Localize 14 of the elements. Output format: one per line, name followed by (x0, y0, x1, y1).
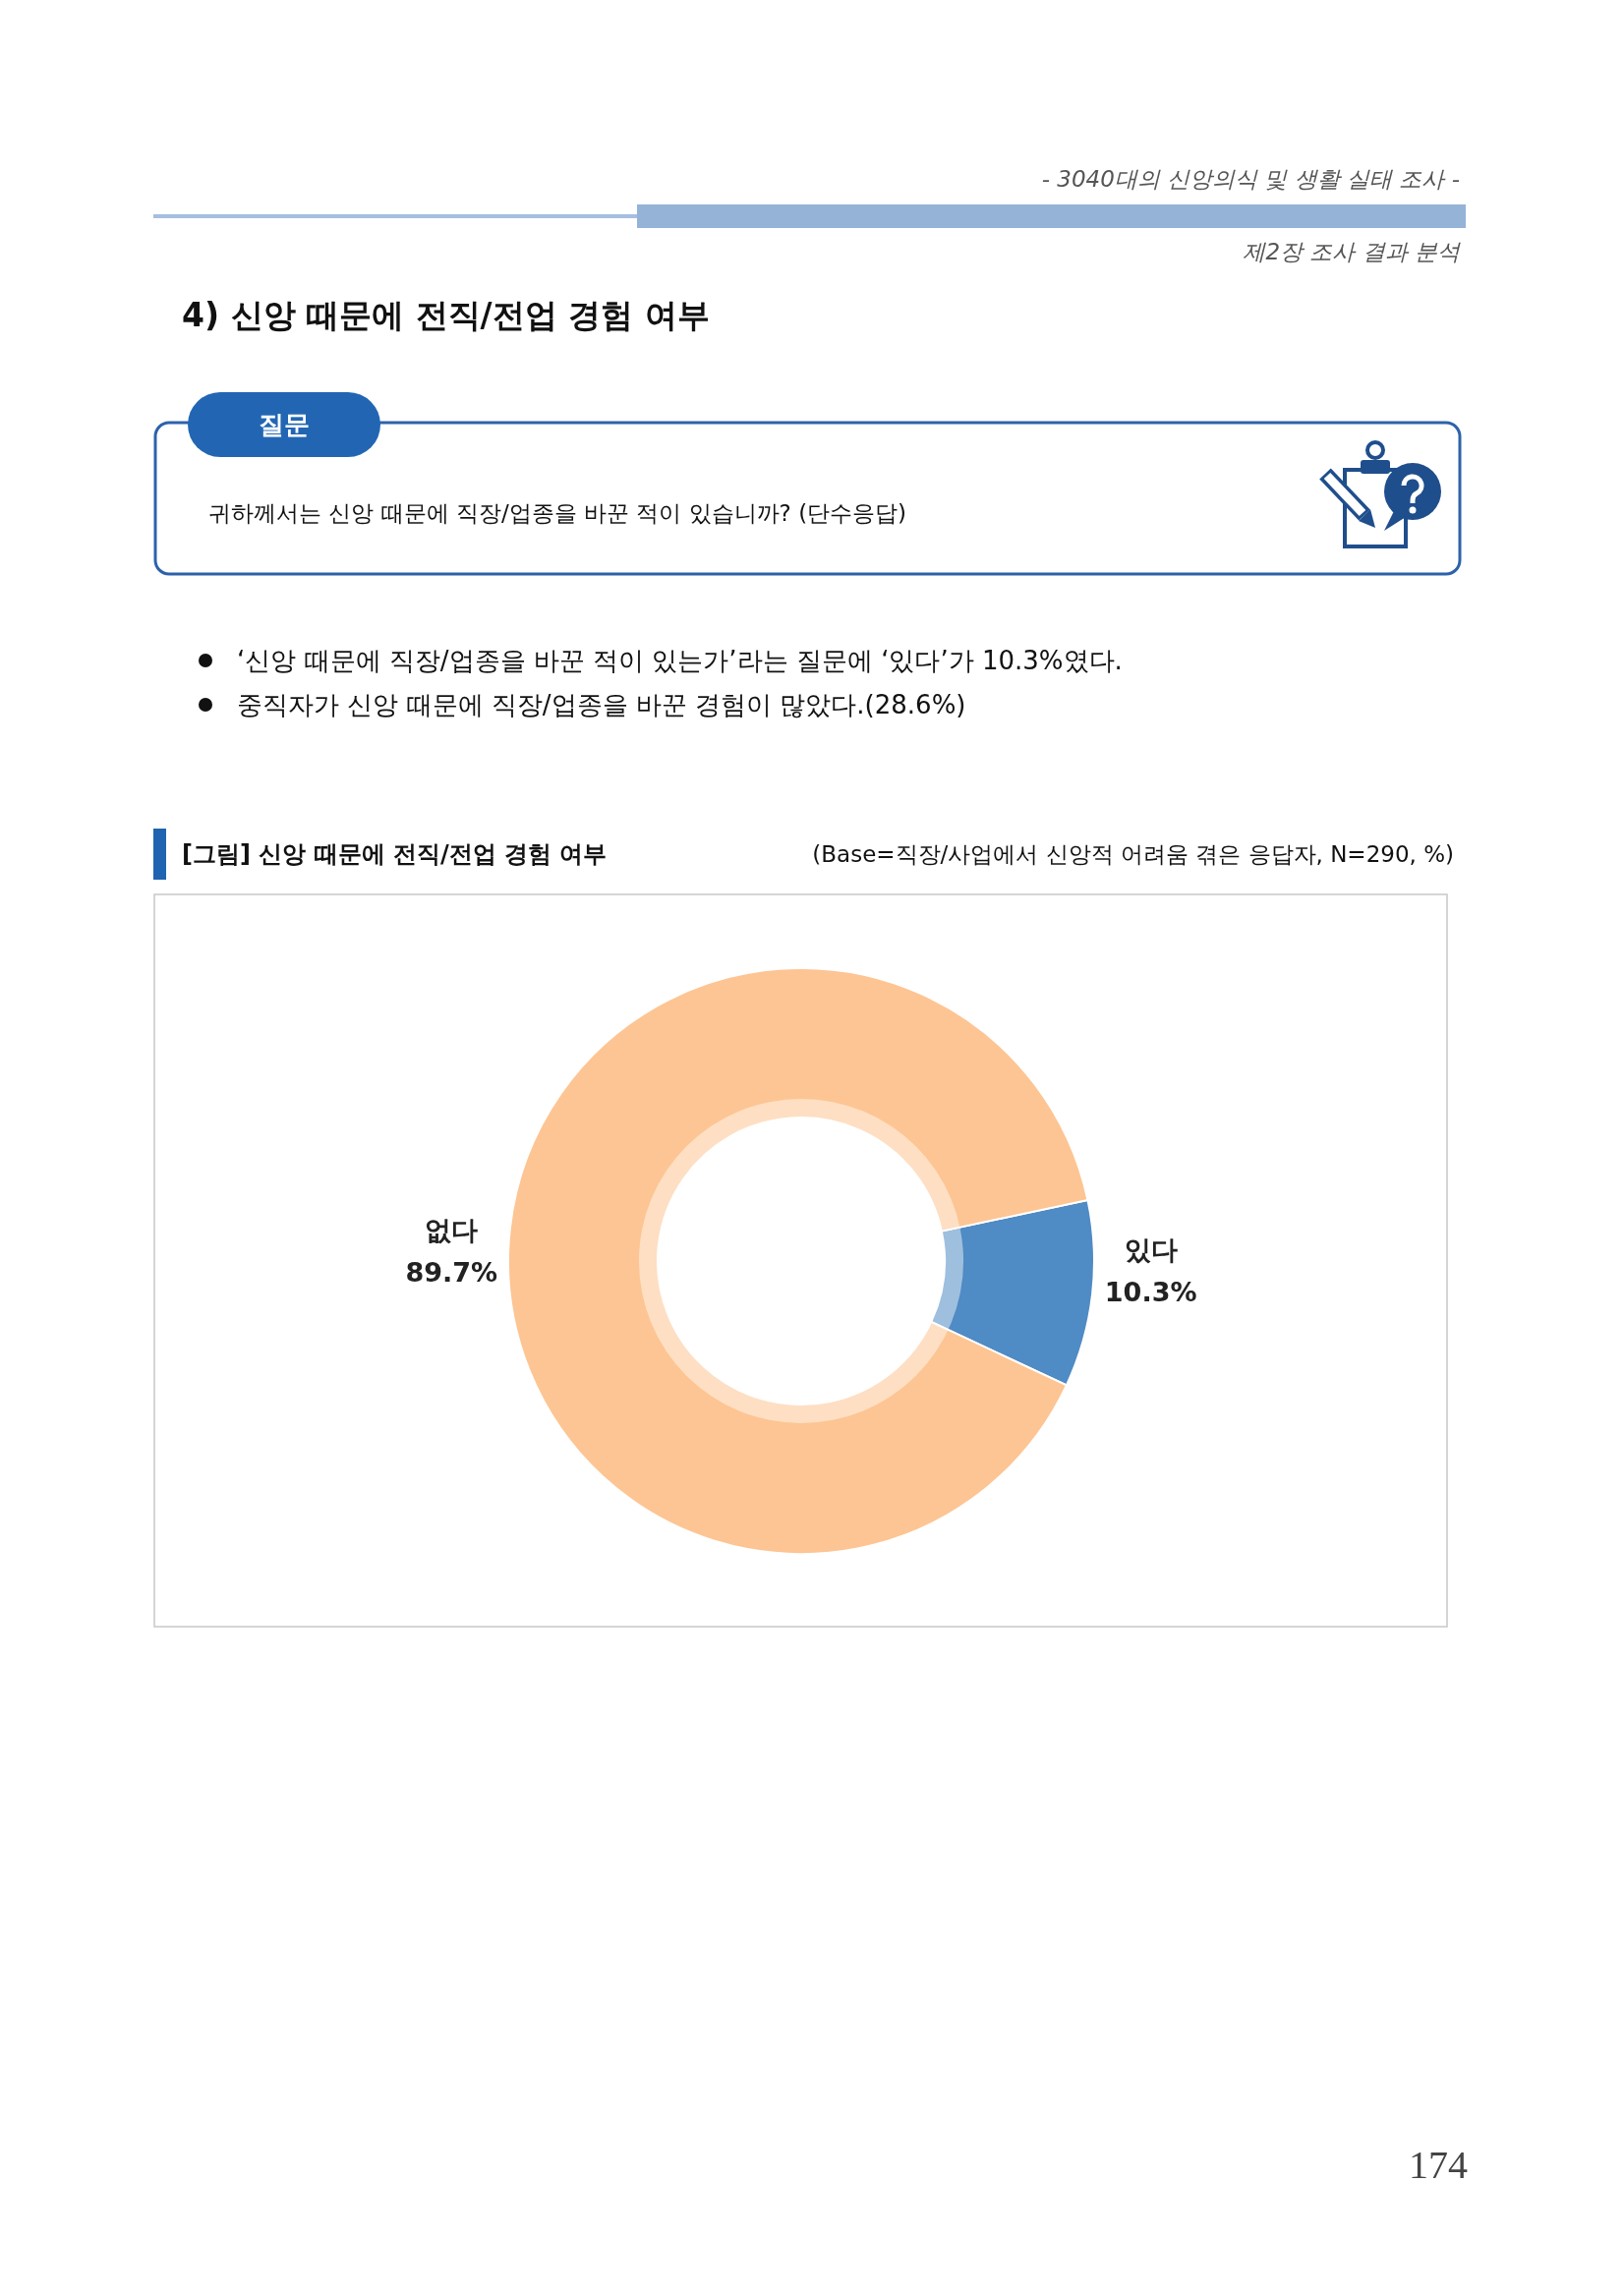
data-label: 10.3% (1104, 1277, 1197, 1308)
slice-label: 없다 (425, 1214, 479, 1245)
chart-title: [그림] 신앙 때문에 전직/전업 경험 여부 (182, 840, 608, 868)
chart-subtitle: (Base=직장/사업에서 신앙적 어려움 겪은 응답자, N=290, %) (812, 841, 1454, 867)
text: ‘신앙 때문에 직장/업종을 바꾼 적이 있는가’라는 질문에 ‘있다’가 10.3%였다. (237, 646, 1123, 675)
text: 4) 신앙 때문에 전직/전업 경험 여부 (182, 296, 710, 334)
text: 제2장 조사 결과 분석 (1243, 239, 1461, 264)
text: 중직자가 신앙 때문에 직장/업종을 바꾼 경험이 많았다.(28.6%) (237, 690, 966, 719)
data-label: 89.7% (405, 1256, 498, 1288)
text: 174 (1409, 2143, 1468, 2187)
text: 귀하께서는 신앙 때문에 직장/업종을 바꾼 적이 있습니까? (단수응답) (208, 500, 907, 526)
text: 질문 (259, 410, 310, 439)
slice-label: 있다 (1124, 1234, 1178, 1266)
text: - 3040대의 신앙의식 및 생활 실태 조사 - (1041, 166, 1460, 192)
